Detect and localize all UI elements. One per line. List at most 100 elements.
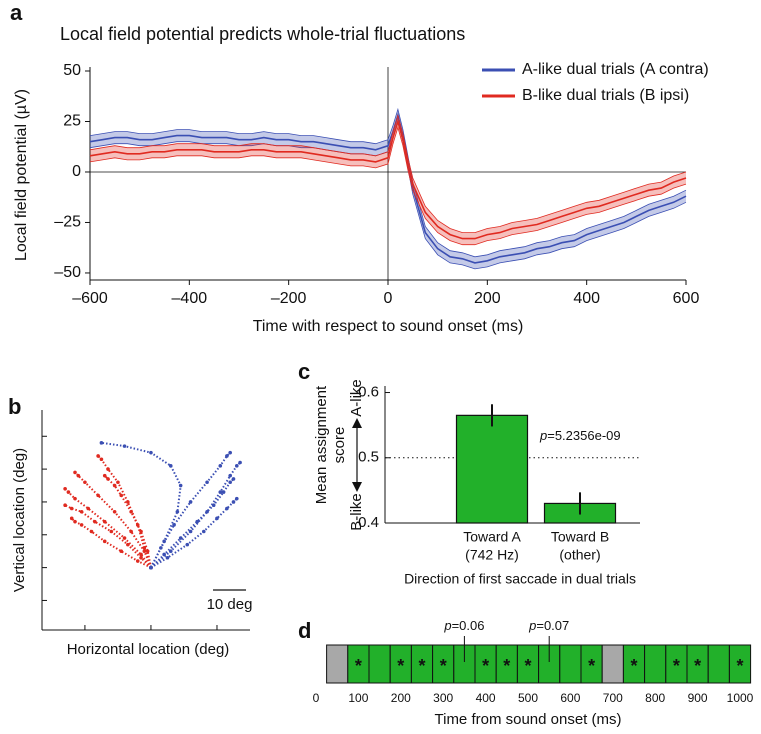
trajectory-point: [126, 500, 130, 504]
trajectory-point: [122, 536, 127, 540]
trajectory: [150, 478, 235, 569]
trajectory-point: [178, 483, 183, 488]
x-tick-label: 200: [474, 290, 501, 307]
panel-label: b: [8, 394, 21, 419]
trajectory-point: [201, 529, 206, 534]
trajectory-point: [119, 493, 124, 498]
trajectory-point: [83, 480, 87, 485]
annotation: p=0.06: [443, 618, 484, 633]
y-tick-label: –25: [54, 214, 81, 231]
x-tick-label: 600: [673, 290, 700, 307]
time-bin: [728, 644, 752, 684]
trajectory-point: [69, 516, 74, 521]
significance-star: *: [588, 656, 595, 676]
significance-star: *: [355, 656, 362, 676]
y-tick-label: 50: [63, 62, 81, 79]
scale-bar-label: 10 deg: [207, 596, 253, 613]
trajectory-point: [172, 523, 176, 527]
x-tick-label: –200: [271, 290, 307, 307]
x-tick-label: 400: [573, 290, 600, 307]
x-tick-label: 800: [645, 691, 665, 705]
y-tick-label: 0.4: [358, 514, 379, 531]
trajectory-point: [116, 480, 120, 485]
annotation-value: =0.06: [452, 618, 485, 633]
trajectory-point: [126, 542, 130, 547]
trajectory: [64, 488, 152, 569]
trajectory-point: [73, 470, 77, 475]
trajectory-point: [234, 496, 239, 501]
y-tick-label: 25: [63, 113, 81, 130]
x-tick-label: –600: [72, 290, 108, 307]
trajectory-point: [66, 490, 71, 494]
x-tick-label: 600: [560, 691, 580, 705]
trajectory-point: [149, 565, 153, 570]
x-tick-label: (742 Hz): [465, 547, 519, 563]
trajectory-point: [139, 529, 143, 534]
significance-star: *: [482, 656, 489, 676]
legend-label: B-like dual trials (B ipsi): [522, 87, 689, 104]
x-tick-label: 900: [688, 691, 708, 705]
trajectory-point: [89, 529, 94, 534]
band-edge: [89, 126, 687, 246]
annotation-value: =5.2356e-09: [547, 428, 620, 443]
trajectory: [150, 461, 241, 569]
y-axis-label: Local field potential (µV): [13, 89, 30, 261]
trajectory-point: [79, 523, 84, 527]
significance-star: *: [524, 656, 531, 676]
trajectory-point: [93, 519, 97, 524]
trajectory: [150, 497, 238, 569]
y-axis-label: Mean assignment: [313, 385, 330, 504]
trajectory-point: [135, 559, 140, 563]
trajectory-point: [205, 509, 209, 514]
x-axis-label: Time with respect to sound onset (ms): [253, 318, 524, 335]
italic-p: p: [539, 428, 547, 443]
direction-label: B-like: [348, 493, 365, 531]
bar: [455, 414, 529, 524]
trajectory-point: [69, 506, 74, 511]
annotation: p=0.07: [528, 618, 569, 633]
legend-label: A-like dual trials (A contra): [522, 61, 709, 78]
trajectory-point: [122, 444, 127, 448]
y-tick-label: 0: [72, 163, 81, 180]
trajectory-point: [221, 490, 226, 494]
trajectory-point: [63, 487, 67, 491]
x-axis-label: Time from sound onset (ms): [435, 711, 622, 728]
trajectory: [64, 504, 152, 569]
trajectory-point: [162, 539, 166, 544]
trajectory-point: [215, 516, 219, 521]
trajectory-point: [168, 549, 173, 553]
significance-star: *: [736, 656, 743, 676]
trajectory-point: [106, 467, 110, 471]
trajectory-point: [102, 519, 107, 524]
trajectory-point: [129, 529, 133, 534]
x-tick-label: 100: [348, 691, 368, 705]
annotation: p=5.2356e-09: [539, 428, 621, 443]
x-tick-label: 200: [391, 691, 411, 705]
trajectory-point: [178, 536, 183, 540]
panel-label: a: [10, 0, 23, 25]
x-tick-label: Toward B: [551, 529, 609, 545]
trajectory-point: [205, 480, 209, 485]
trajectory-point: [165, 555, 170, 560]
trajectory-point: [73, 496, 77, 501]
trajectory-point: [218, 464, 223, 468]
x-tick-label: 700: [603, 691, 623, 705]
trajectory-point: [218, 490, 223, 494]
panel-label: c: [298, 359, 310, 384]
trajectory-point: [139, 552, 143, 557]
time-bin: [644, 644, 667, 684]
x-tick-label: (other): [559, 547, 600, 563]
y-axis-label: Vertical location (deg): [11, 448, 28, 592]
significance-star: *: [440, 656, 447, 676]
trajectory-point: [109, 529, 114, 534]
x-tick-label: 500: [518, 691, 538, 705]
trajectory: [101, 441, 182, 569]
trajectory-point: [238, 460, 242, 465]
trajectory-point: [195, 519, 199, 524]
trajectory-point: [228, 473, 232, 478]
trajectory-point: [86, 506, 91, 511]
trajectory-point: [139, 555, 143, 560]
time-bin: [368, 644, 391, 684]
error-band: [90, 115, 686, 245]
